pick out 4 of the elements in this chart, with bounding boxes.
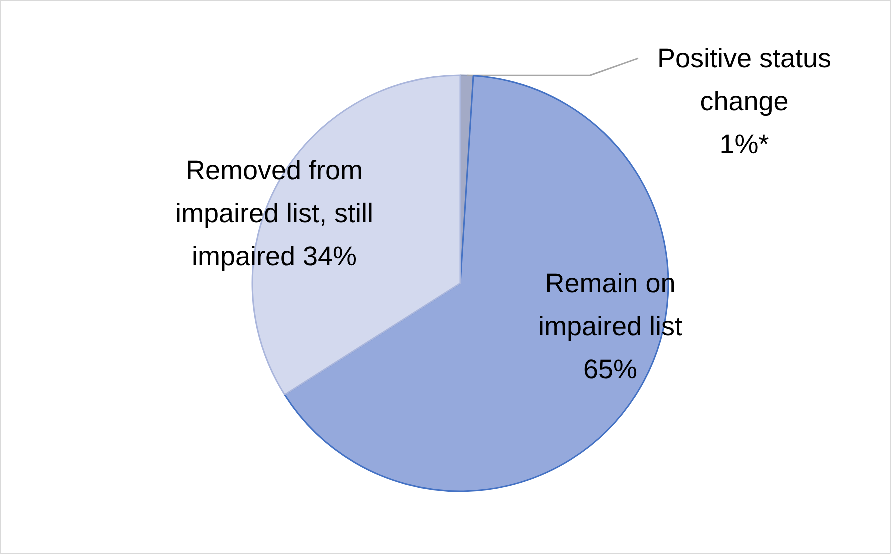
- data-label: 1%*: [720, 130, 770, 160]
- slice-label: Removed from impaired list, still impaired 34%: [175, 156, 374, 272]
- slice-label: Positive status change: [657, 44, 832, 116]
- data-label: 65%: [583, 354, 638, 384]
